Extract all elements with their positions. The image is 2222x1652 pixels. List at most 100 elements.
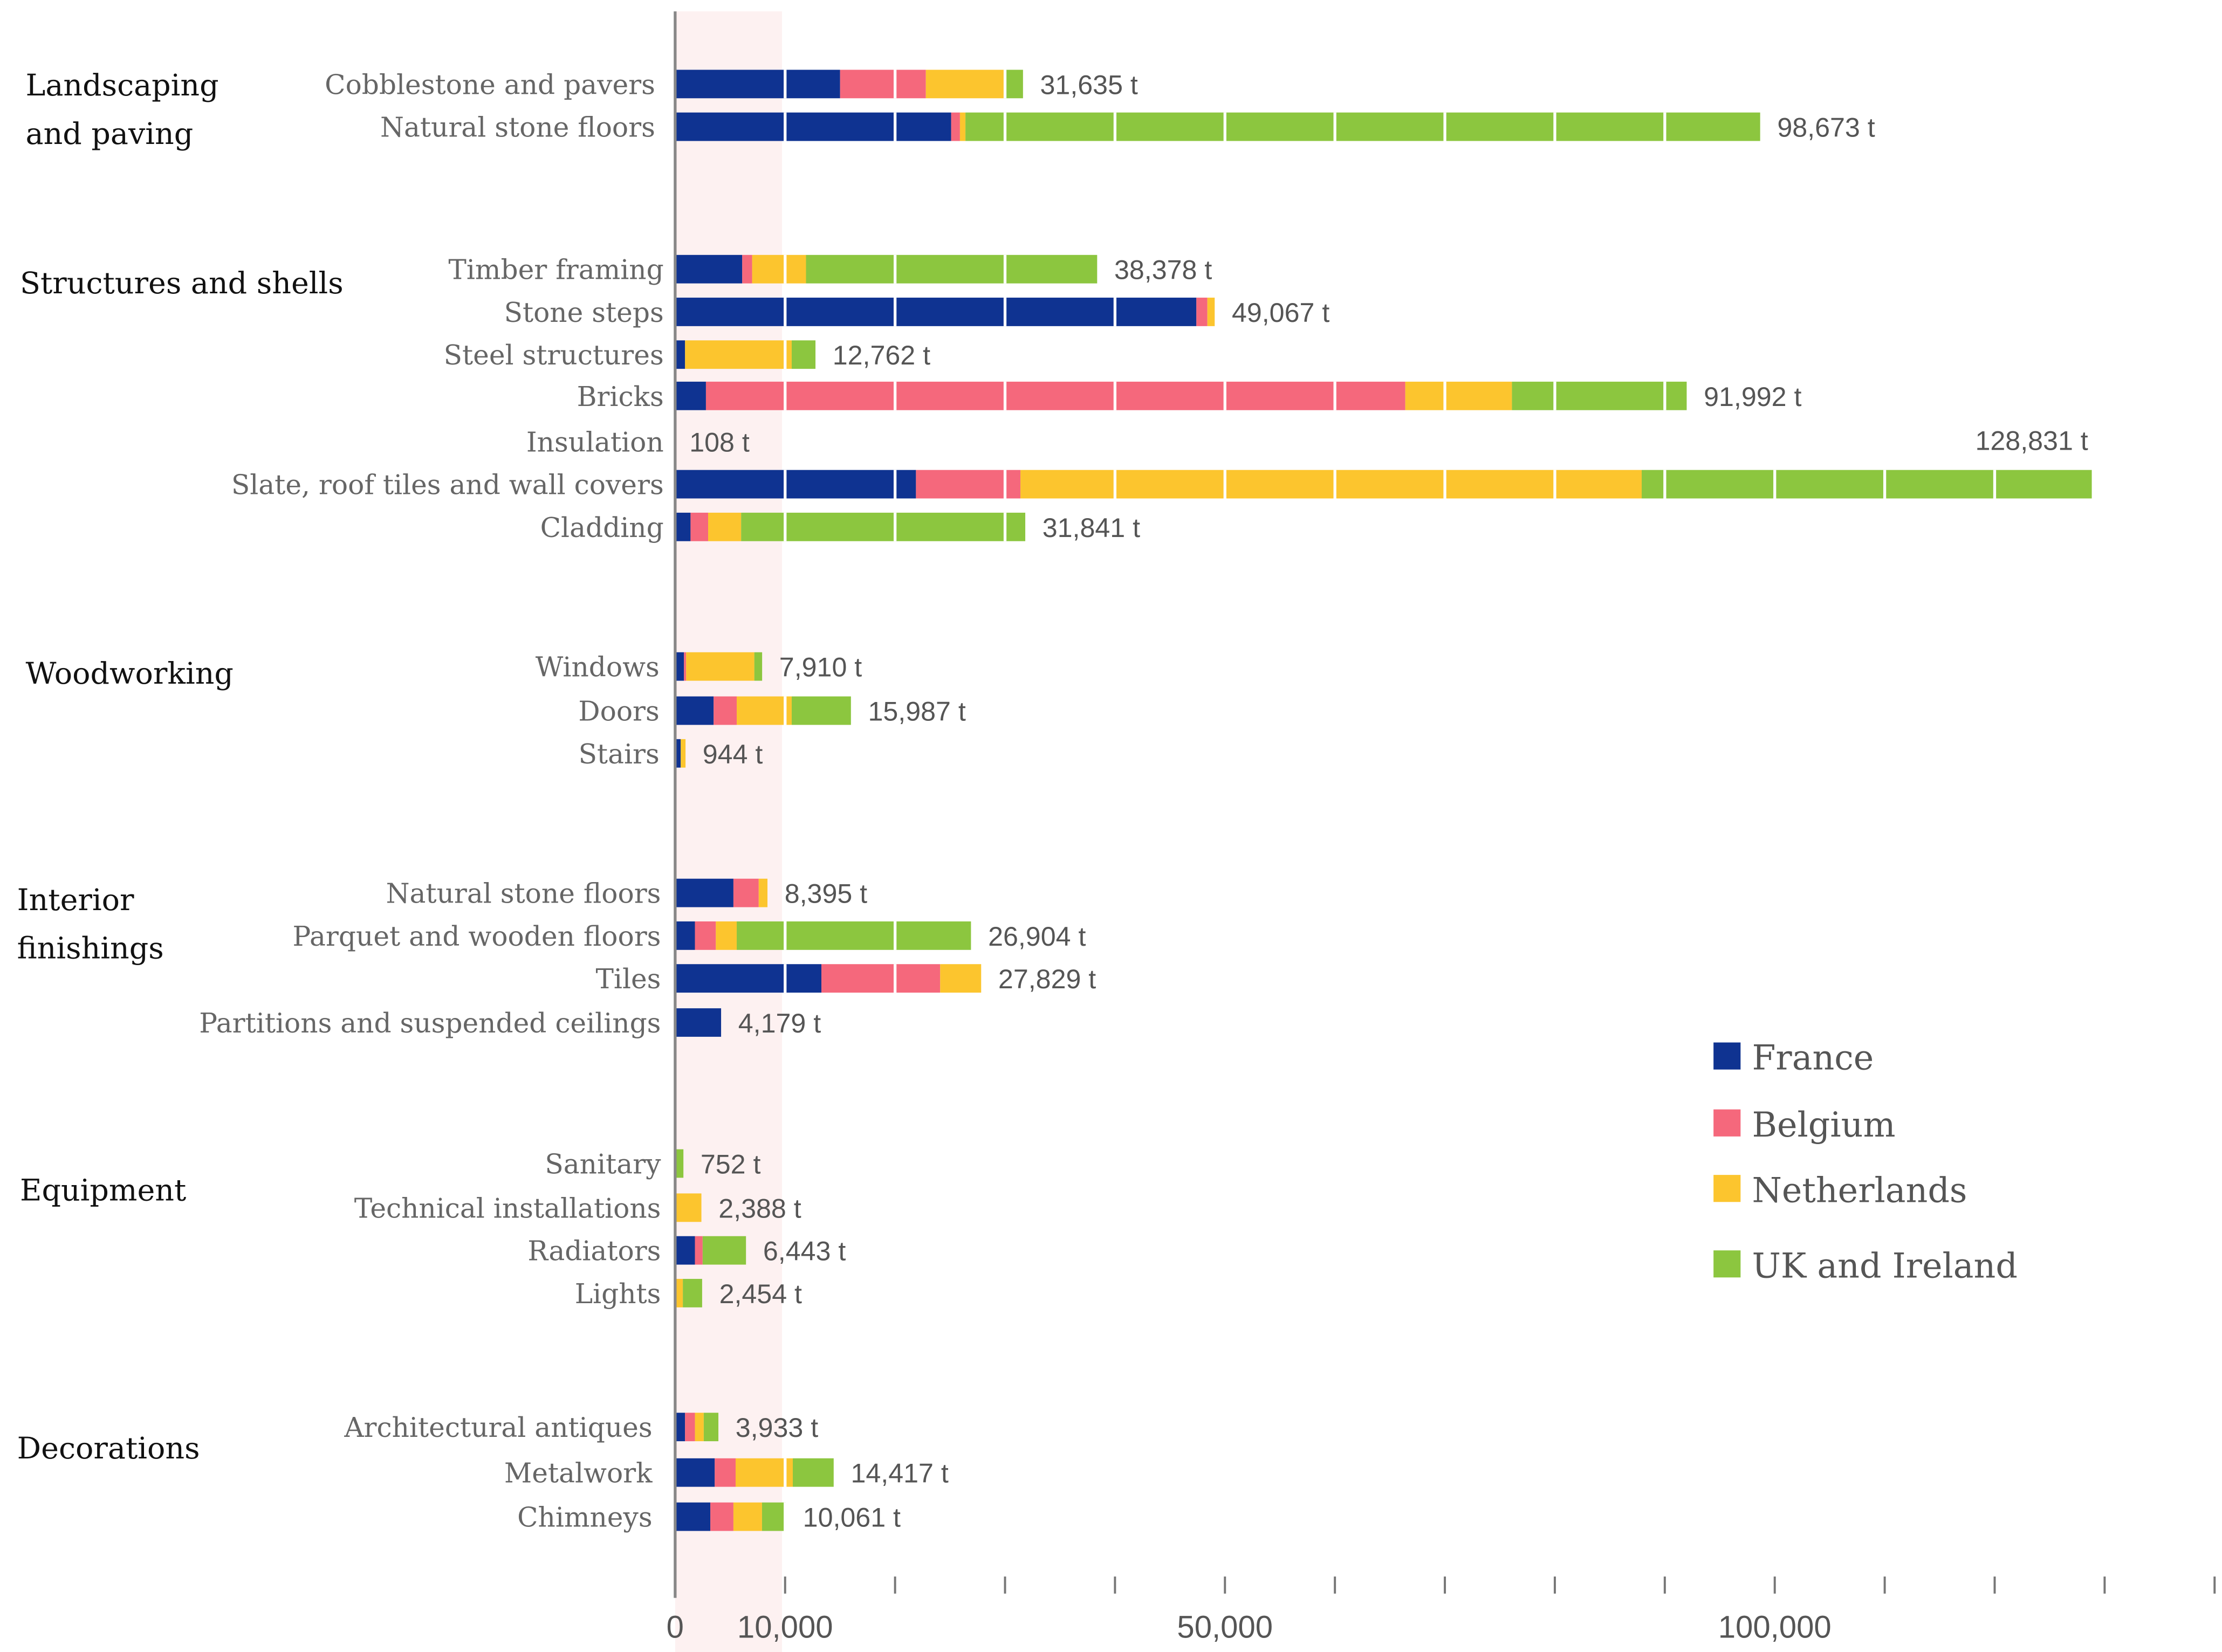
- value-label: 7,910 t: [779, 652, 862, 683]
- gridline-separator: [893, 112, 897, 141]
- bar-segment-netherlands: [681, 739, 686, 768]
- bar-segment-netherlands: [737, 696, 792, 725]
- bar-segment-netherlands: [686, 652, 755, 681]
- bar-segment-uk-and-ireland: [791, 696, 851, 725]
- gridline-separator: [1223, 470, 1226, 499]
- bar-segment-belgium: [705, 381, 1405, 410]
- row-label: Lights: [575, 1278, 661, 1310]
- gridline-separator: [893, 381, 897, 410]
- gridline-separator: [1443, 470, 1446, 499]
- legend-swatch: [1713, 1175, 1741, 1202]
- bar-segment-uk-and-ireland: [762, 1502, 786, 1531]
- bar-segment-netherlands: [675, 1193, 702, 1222]
- bar-segment-belgium: [695, 1236, 703, 1265]
- bar-segment-belgium: [715, 1458, 736, 1487]
- bar-segment-uk-and-ireland: [741, 512, 1026, 541]
- value-label: 31,841 t: [1043, 513, 1140, 543]
- gridline-separator: [784, 112, 787, 141]
- bar-segment-belgium: [710, 1502, 733, 1531]
- bar-segment-uk-and-ireland: [1642, 470, 2092, 499]
- bar-segment-belgium: [916, 470, 1021, 499]
- gridline-separator: [1553, 381, 1556, 410]
- gridline-separator: [784, 1458, 787, 1487]
- bar-segment-netherlands: [735, 1458, 793, 1487]
- bars: [675, 70, 2092, 1531]
- row-label: Metalwork: [504, 1457, 653, 1489]
- gridline-separator: [893, 964, 897, 993]
- row-label: Windows: [536, 651, 660, 683]
- row-label: Chimneys: [517, 1502, 652, 1533]
- value-label: 15,987 t: [868, 697, 965, 727]
- value-label: 10,061 t: [803, 1503, 901, 1533]
- bar-segment-uk-and-ireland: [806, 254, 1098, 284]
- gridline-separator: [1883, 470, 1887, 499]
- value-label: 98,673 t: [1777, 113, 1875, 143]
- bar-segment-netherlands: [925, 70, 1004, 99]
- gridline-separator: [1993, 470, 1997, 499]
- gridline-separator: [784, 381, 787, 410]
- row-label: Steel structures: [444, 339, 664, 371]
- row-label: Natural stone floors: [380, 112, 655, 143]
- bar-segment-france: [675, 340, 685, 369]
- bar-segment-belgium: [821, 964, 941, 993]
- gridline-separator: [784, 340, 787, 369]
- gridline-separator: [1663, 112, 1666, 141]
- value-label: 4,179 t: [738, 1008, 821, 1038]
- bar-segment-france: [675, 70, 840, 99]
- bar-segment-belgium: [951, 112, 960, 141]
- value-label: 38,378 t: [1114, 255, 1212, 285]
- bar-segment-netherlands: [675, 1278, 683, 1307]
- bar-segment-netherlands: [708, 512, 742, 541]
- x-tick-label: 10,000: [737, 1610, 833, 1645]
- bar-segment-uk-and-ireland: [703, 1413, 719, 1442]
- value-label: 2,388 t: [718, 1193, 801, 1223]
- gridline-separator: [784, 696, 787, 725]
- gridline-separator: [1003, 70, 1007, 99]
- gridline-separator: [784, 470, 787, 499]
- bar-segment-uk-and-ireland: [1004, 70, 1023, 99]
- gridline-separator: [1113, 298, 1117, 326]
- row-label: Architectural antiques: [344, 1412, 652, 1443]
- gridline-separator: [1003, 254, 1007, 284]
- bar-segment-france: [675, 921, 695, 950]
- gridline-separator: [1443, 381, 1446, 410]
- gridline-separator: [1553, 112, 1556, 141]
- gridline-separator: [1333, 112, 1336, 141]
- legend: France Belgium Netherlands UK and Ireland: [1713, 1038, 2018, 1285]
- bar-segment-uk-and-ireland: [675, 1149, 684, 1178]
- bar-segment-netherlands: [1207, 298, 1215, 326]
- gridline-separator: [784, 1502, 787, 1531]
- gridline-separator: [1333, 381, 1336, 410]
- highlight-band: [675, 11, 782, 1652]
- row-label: Slate, roof tiles and wall covers: [231, 469, 664, 501]
- bar-segment-netherlands: [752, 254, 806, 284]
- bar-segment-netherlands: [695, 1413, 704, 1442]
- gridline-separator: [1663, 470, 1666, 499]
- gridline-separator: [784, 254, 787, 284]
- bar-segment-netherlands: [733, 1502, 762, 1531]
- gridline-separator: [784, 921, 787, 950]
- row-label: Technical installations: [354, 1192, 661, 1224]
- x-axis: 0 10,000 50,000 100,000: [667, 11, 2216, 1645]
- value-label: 91,992 t: [1704, 382, 1801, 412]
- category-label: Woodworking: [26, 657, 234, 691]
- x-tick-label: 0: [667, 1610, 684, 1645]
- bar-segment-france: [675, 1502, 711, 1531]
- category-label: finishings: [17, 932, 164, 966]
- gridline-separator: [893, 254, 897, 284]
- gridline-separator: [1003, 298, 1007, 326]
- gridline-separator: [893, 70, 897, 99]
- row-label: Bricks: [577, 381, 664, 412]
- legend-label: France: [1752, 1038, 1874, 1078]
- row-label: Stone steps: [504, 297, 664, 328]
- bar-segment-france: [675, 1458, 715, 1487]
- bar-segment-uk-and-ireland: [702, 1236, 746, 1265]
- row-label: Timber framing: [448, 254, 663, 286]
- bar-segment-belgium: [695, 921, 716, 950]
- bar-segment-belgium: [685, 1413, 695, 1442]
- bar-segment-netherlands: [1405, 381, 1512, 410]
- value-label: 6,443 t: [763, 1236, 846, 1266]
- bar-segment-france: [675, 512, 691, 541]
- gridline-separator: [1553, 470, 1556, 499]
- row-labels: Landscaping and paving Cobblestone and pav…: [17, 68, 2088, 1533]
